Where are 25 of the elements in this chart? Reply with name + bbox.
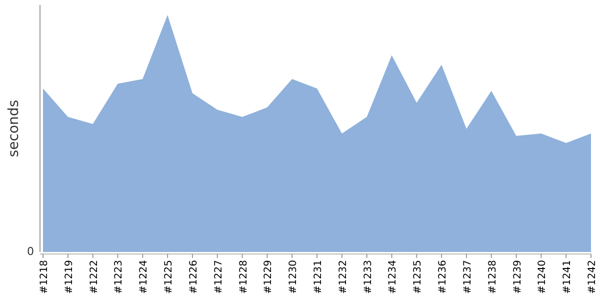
x-tick-label: #1236 — [438, 260, 449, 294]
text: 0 — [27, 245, 34, 258]
x-tick-label: #1226 — [188, 260, 200, 294]
x-tick-label: #1223 — [114, 260, 125, 294]
x-tick-label: #1224 — [138, 260, 150, 294]
x-tick-label: #1235 — [412, 260, 424, 294]
x-tick-label: #1225 — [164, 260, 175, 294]
x-tick-label: #1219 — [64, 260, 75, 294]
x-tick-label: #1234 — [388, 260, 399, 294]
x-tick-label: #1242 — [587, 260, 598, 294]
x-tick-label: #1230 — [288, 260, 300, 294]
x-tick-label: #1232 — [338, 260, 349, 294]
x-tick-label: #1238 — [487, 260, 498, 294]
x-tick-label: #1227 — [213, 260, 224, 294]
x-tick-label: #1222 — [88, 260, 100, 294]
y-axis-title: seconds — [6, 100, 22, 158]
x-tick-label: #1237 — [462, 260, 474, 294]
x-tick-label: #1228 — [238, 260, 250, 294]
x-tick-label: #1231 — [313, 260, 324, 294]
x-tick-label: #1241 — [562, 260, 574, 294]
x-tick-label: #1233 — [362, 260, 374, 294]
x-tick-label: #1229 — [263, 260, 274, 294]
x-tick-label: #1218 — [39, 260, 50, 294]
x-tick-label: #1240 — [537, 260, 548, 294]
x-tick-label: #1239 — [512, 260, 524, 294]
